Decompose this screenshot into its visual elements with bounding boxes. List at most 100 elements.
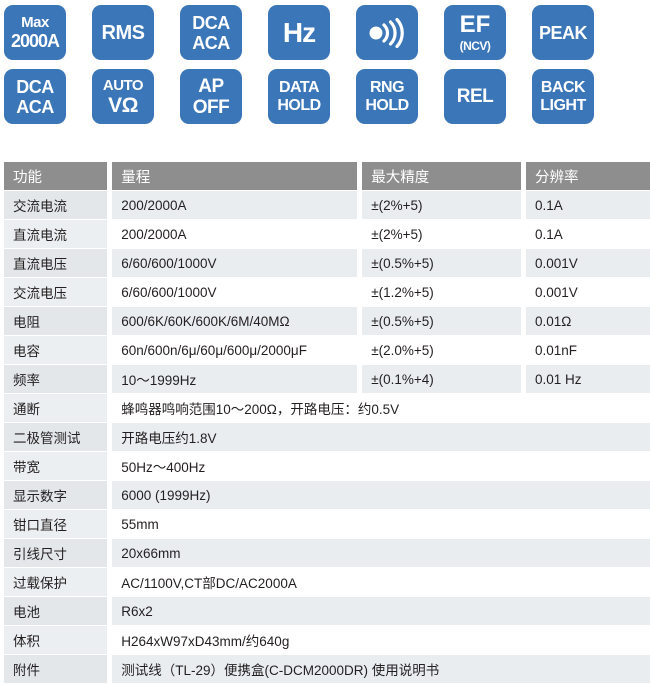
badge-label-line: DCA <box>16 76 54 97</box>
badge-label-line: AUTO <box>102 76 144 94</box>
header-cell-range: 量程 <box>112 162 358 190</box>
table-row: 频率 10～1999Hz ±(0.1%+4) 0.01 Hz <box>4 365 650 393</box>
badge-cell: RMS <box>92 5 180 60</box>
badge-label-line: VΩ <box>108 93 138 117</box>
badge-label-line: DCA <box>192 12 230 33</box>
badge-cell: AP OFF <box>180 69 268 124</box>
badge-auto-v-ohm: AUTO VΩ <box>92 69 154 124</box>
badge-label-line: EF <box>459 11 491 38</box>
table-row: 体积 H264xW97xD43mm/约640g <box>4 626 650 654</box>
badge-label-line: REL <box>456 86 494 107</box>
cell-function: 频率 <box>4 365 108 393</box>
cell-function: 直流电压 <box>4 249 108 277</box>
table-row: 通断 蜂鸣器鸣响范围10～200Ω，开路电压：约0.5V <box>4 394 650 422</box>
cell-range: 6/60/600/1000V <box>112 249 358 277</box>
badge-label-line: BACK <box>540 78 586 96</box>
cell-range: 6/60/600/1000V <box>112 278 358 306</box>
cell-resolution: 0.1A <box>525 191 650 219</box>
cell-function: 显示数字 <box>4 481 108 509</box>
cell-function: 体积 <box>4 626 108 654</box>
badge-label-line: 2000A <box>10 31 60 51</box>
badge-label-line: ACA <box>16 96 54 117</box>
badge-back-light: BACK LIGHT <box>532 69 594 124</box>
badge-rng-hold: RNG HOLD <box>356 69 418 124</box>
cell-accuracy: ±(2%+5) <box>362 191 521 219</box>
badge-hz: Hz <box>268 5 330 60</box>
cell-range: 200/2000A <box>112 191 358 219</box>
badge-max-2000a: Max 2000A <box>4 5 66 60</box>
cell-resolution: 0.001V <box>525 278 650 306</box>
table-row: 带宽 50Hz～400Hz <box>4 452 650 480</box>
cell-range: 20x66mm <box>112 539 650 567</box>
badge-label-line: OFF <box>192 96 230 118</box>
cell-function: 电阻 <box>4 307 108 335</box>
specification-table: 功能 量程 最大精度 分辨率 交流电流 200/2000A ±(2%+5) 0.1A 直流电流 2… <box>4 162 650 684</box>
badge-rel: REL <box>444 69 506 124</box>
table-row: 直流电压 6/60/600/1000V ±(0.5%+5) 0.001V <box>4 249 650 277</box>
cell-resolution: 0.1A <box>525 220 650 248</box>
cell-accuracy: ±(2%+5) <box>362 220 521 248</box>
cell-accuracy: ±(0.5%+5) <box>362 249 521 277</box>
badge-ap-off: AP OFF <box>180 69 242 124</box>
beeper-icon <box>367 17 407 48</box>
cell-range: 200/2000A <box>112 220 358 248</box>
table-row: 二极管测试 开路电压约1.8V <box>4 423 650 451</box>
badge-label-line: HOLD <box>277 96 321 114</box>
cell-function: 交流电流 <box>4 191 108 219</box>
badge-cell: DCA ACA <box>4 69 92 124</box>
badge-cell: AUTO VΩ <box>92 69 180 124</box>
cell-range: 60n/600n/6μ/60μ/600μ/2000μF <box>112 336 358 364</box>
cell-range: 600/6K/60K/600K/6M/40MΩ <box>112 307 358 335</box>
cell-function: 电容 <box>4 336 108 364</box>
cell-range: AC/1100V,CT部DC/AC2000A <box>112 568 650 596</box>
badge-label-line: DATA <box>278 78 320 96</box>
table-row: 交流电压 6/60/600/1000V ±(1.2%+5) 0.001V <box>4 278 650 306</box>
cell-range: 6000 (1999Hz) <box>112 481 650 509</box>
header-cell-accuracy: 最大精度 <box>362 162 521 190</box>
badge-cell: BACK LIGHT <box>532 69 620 124</box>
badge-cell: Max 2000A <box>4 5 92 60</box>
badge-continuity-beeper <box>356 5 418 60</box>
table-row: 直流电流 200/2000A ±(2%+5) 0.1A <box>4 220 650 248</box>
cell-accuracy: ±(0.5%+5) <box>362 307 521 335</box>
badge-label-line: Max <box>21 14 49 31</box>
cell-accuracy: ±(2.0%+5) <box>362 336 521 364</box>
cell-range: 蜂鸣器鸣响范围10～200Ω，开路电压：约0.5V <box>112 394 650 422</box>
badge-label-line: ACA <box>192 32 230 53</box>
cell-range: 10～1999Hz <box>112 365 358 393</box>
badge-ef-ncv: EF (NCV) <box>444 5 506 60</box>
cell-range: 开路电压约1.8V <box>112 423 650 451</box>
badge-rms: RMS <box>92 5 154 60</box>
cell-range: R6x2 <box>112 597 650 625</box>
badge-label-line: RMS <box>101 21 145 44</box>
badge-cell: DATA HOLD <box>268 69 356 124</box>
cell-function: 钳口直径 <box>4 510 108 538</box>
badge-cell <box>356 5 444 60</box>
badge-cell: DCA ACA <box>180 5 268 60</box>
cell-range: 50Hz～400Hz <box>112 452 650 480</box>
cell-resolution: 0.01nF <box>525 336 650 364</box>
badge-row-2: DCA ACA AUTO VΩ AP OFF DATA HOLD RNG HOLD REL BACK L… <box>0 60 650 124</box>
badge-dca-aca: DCA ACA <box>180 5 242 60</box>
cell-resolution: 0.01 Hz <box>525 365 650 393</box>
badge-label-line: HOLD <box>365 96 409 114</box>
badge-cell: REL <box>444 69 532 124</box>
badge-label-line: PEAK <box>538 22 588 43</box>
badge-label-line: LIGHT <box>540 96 586 114</box>
cell-range: 55mm <box>112 510 650 538</box>
badge-label-line: RNG <box>369 78 405 96</box>
table-row: 附件 测试线（TL-29）便携盒(C-DCM2000DR) 使用说明书 <box>4 655 650 683</box>
cell-function: 直流电流 <box>4 220 108 248</box>
badge-peak: PEAK <box>532 5 594 60</box>
table-row: 钳口直径 55mm <box>4 510 650 538</box>
table-row: 电池 R6x2 <box>4 597 650 625</box>
cell-resolution: 0.01Ω <box>525 307 650 335</box>
header-cell-resolution: 分辨率 <box>525 162 650 190</box>
cell-function: 带宽 <box>4 452 108 480</box>
badge-cell: PEAK <box>532 5 620 60</box>
badge-label-line: Hz <box>282 16 316 48</box>
badge-data-hold: DATA HOLD <box>268 69 330 124</box>
badge-cell: RNG HOLD <box>356 69 444 124</box>
cell-range: 测试线（TL-29）便携盒(C-DCM2000DR) 使用说明书 <box>112 655 650 683</box>
cell-range: H264xW97xD43mm/约640g <box>112 626 650 654</box>
